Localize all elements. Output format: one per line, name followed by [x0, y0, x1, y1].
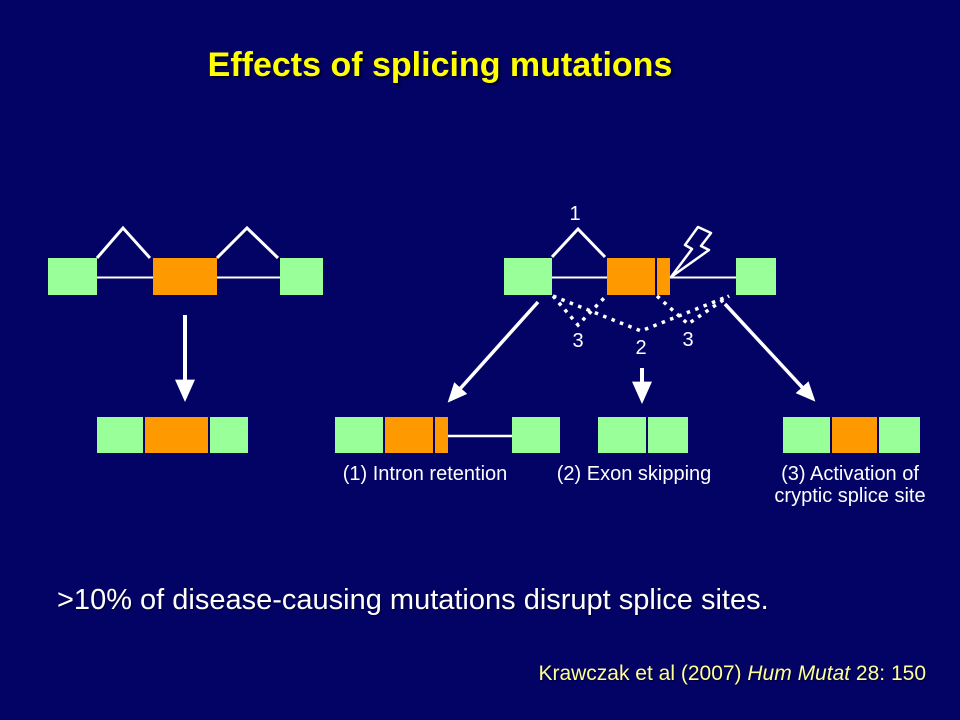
- splice-peak-icon: [550, 226, 607, 259]
- splice-path-label-2: 2: [635, 337, 647, 359]
- dotted-splice-path-3-right: [655, 294, 730, 327]
- dotted-splice-path-3-left: [551, 294, 608, 328]
- arrow-to-outcome-3: [723, 302, 816, 402]
- exon-green: [210, 417, 248, 453]
- key-statement: >10% of disease-causing mutations disrup…: [57, 584, 769, 616]
- exon-green: [504, 258, 552, 295]
- exon-green: [512, 417, 560, 453]
- citation-authors: Krawczak et al (2007): [538, 662, 748, 685]
- exon-orange-cryptic-segment: [435, 417, 448, 453]
- normal-pre-mrna: [48, 225, 323, 403]
- splice-path-label-3-left: 3: [572, 330, 584, 352]
- outcome-cryptic-splice-mrna: [783, 417, 920, 453]
- exon-orange: [385, 417, 433, 453]
- exon-green: [48, 258, 97, 295]
- mutant-pre-mrna: [447, 225, 816, 405]
- exon-orange: [607, 258, 655, 295]
- outcome-3-label-line2: cryptic splice site: [774, 485, 926, 507]
- exon-green: [736, 258, 776, 295]
- outcome-3-label: (3) Activation of cryptic splice site: [740, 463, 960, 507]
- citation-volume-pages: 28: 150: [850, 662, 926, 685]
- splice-path-label-3-right: 3: [682, 329, 694, 351]
- exon-orange-cryptic-segment: [657, 258, 670, 295]
- arrow-to-outcome-1: [447, 300, 540, 403]
- outcome-intron-retention-mrna: [335, 417, 560, 453]
- splice-peak-icon: [95, 225, 152, 260]
- exon-orange: [153, 258, 217, 295]
- outcome-3-label-line1: (3) Activation of: [781, 463, 919, 485]
- exon-orange: [145, 417, 208, 453]
- outcome-exon-skipping-mrna: [598, 417, 688, 453]
- outcome-2-label: (2) Exon skipping: [556, 463, 712, 485]
- exon-green: [879, 417, 920, 453]
- exon-green: [598, 417, 646, 453]
- exon-green: [783, 417, 830, 453]
- exon-green: [280, 258, 323, 295]
- citation: Krawczak et al (2007) Hum Mutat 28: 150: [538, 662, 926, 686]
- citation-journal: Hum Mutat: [747, 662, 851, 685]
- exon-green: [648, 417, 688, 453]
- spliced-mrna: [97, 417, 248, 453]
- splice-path-label-1: 1: [569, 203, 581, 225]
- outcome-1-label: (1) Intron retention: [342, 463, 508, 485]
- exon-green: [97, 417, 143, 453]
- splice-peak-icon: [215, 225, 280, 260]
- slide-title: Effects of splicing mutations: [207, 46, 673, 84]
- lightning-mutation-icon: [669, 225, 713, 279]
- exon-orange: [832, 417, 877, 453]
- exon-green: [335, 417, 383, 453]
